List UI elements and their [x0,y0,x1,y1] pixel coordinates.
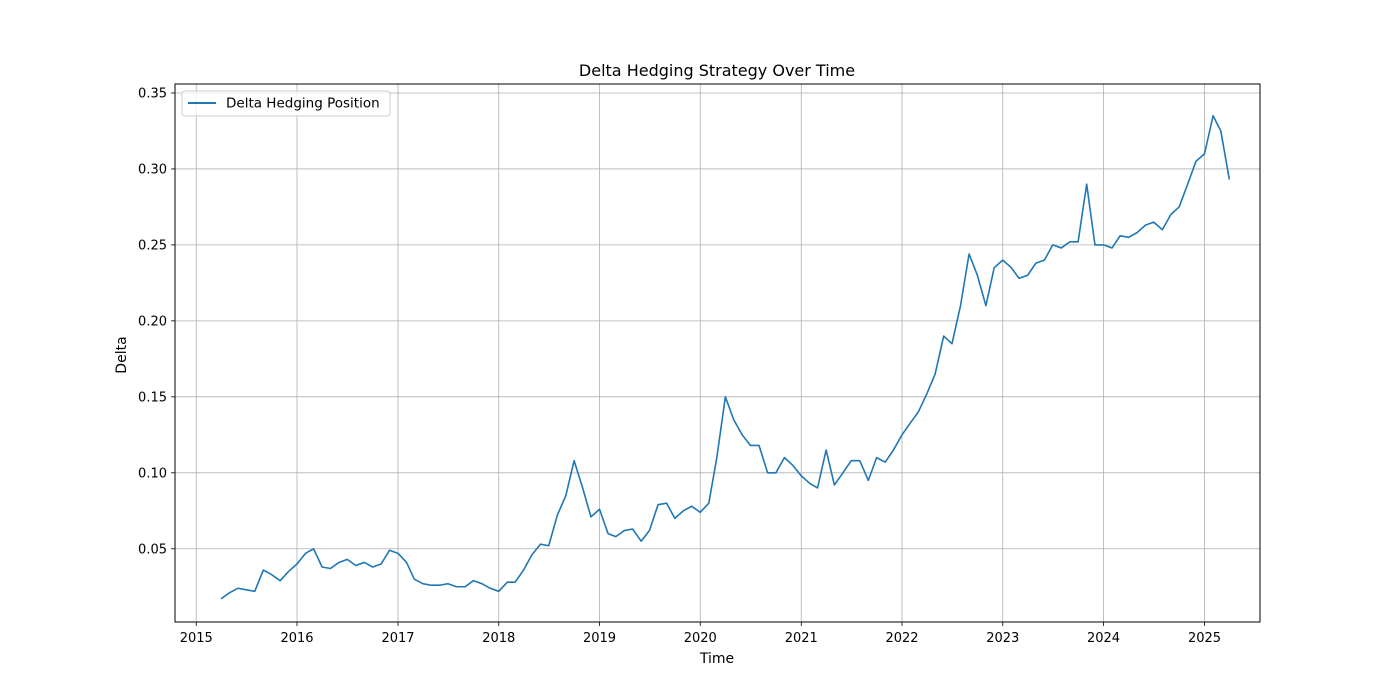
y-axis-ticks: 0.05 0.10 0.15 0.20 0.25 0.30 0.35 [138,86,175,557]
chart-title: Delta Hedging Strategy Over Time [579,61,855,80]
legend-label: Delta Hedging Position [226,96,380,112]
x-axis-ticks: 2015 2016 2017 2018 2019 2020 2021 2022 2023 2024… [180,622,1221,646]
x-tick-label: 2020 [684,631,717,646]
plot-frame [174,83,1261,623]
y-axis-label: Delta [114,336,130,373]
x-tick-label: 2019 [583,631,616,646]
y-tick-label: 0.35 [138,86,167,101]
legend: Delta Hedging Position [181,90,391,117]
y-tick-label: 0.15 [138,390,167,405]
x-gridlines [195,84,1205,622]
x-tick-label: 2015 [180,631,213,646]
x-tick-label: 2021 [785,631,818,646]
y-tick-label: 0.30 [138,162,167,177]
y-tick-label: 0.05 [138,542,167,557]
y-tick-label: 0.20 [138,314,167,329]
x-tick-label: 2017 [381,631,414,646]
y-tick-label: 0.25 [138,238,167,253]
x-axis-label: Time [699,651,734,667]
y-tick-label: 0.10 [138,466,167,481]
series-line [220,114,1231,600]
legend-box [181,90,391,117]
x-tick-label: 2023 [986,631,1019,646]
x-tick-label: 2024 [1087,631,1120,646]
x-tick-label: 2025 [1188,631,1221,646]
x-tick-label: 2022 [885,631,918,646]
x-tick-label: 2016 [280,631,313,646]
series-layer [220,114,1231,600]
x-tick-label: 2018 [482,631,515,646]
